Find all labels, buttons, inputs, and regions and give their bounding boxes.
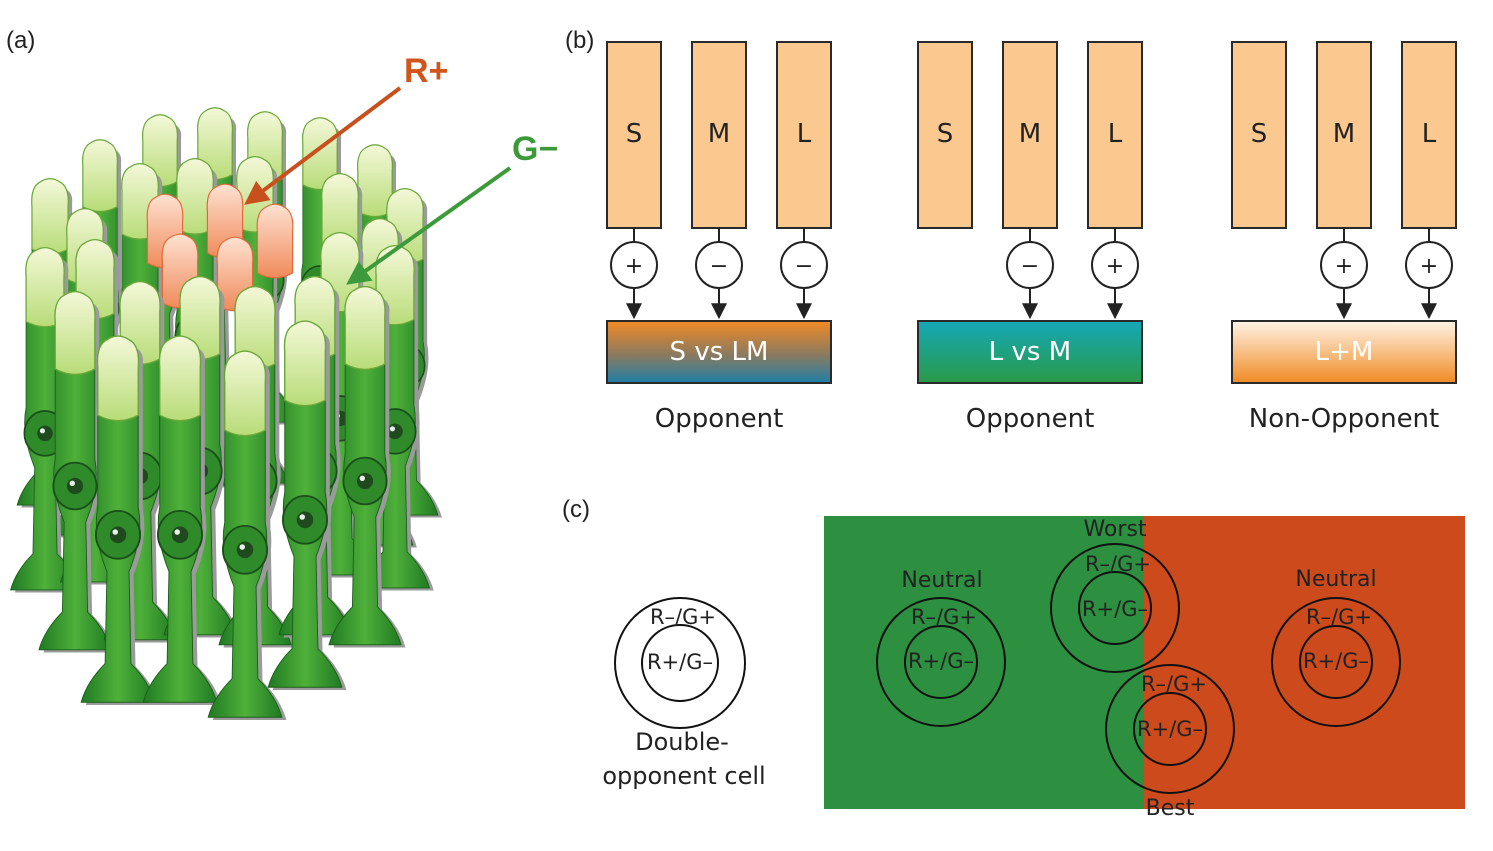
best-label: Best	[1146, 796, 1195, 821]
cone-l-box	[1401, 41, 1457, 229]
green-cone-cell	[328, 285, 406, 648]
double-opponent-cell-diagram: R–/G+ R+/G– Double- opponent cell	[602, 597, 766, 790]
channel-1: S + M − L − S vs LM Opponent	[606, 41, 832, 434]
green-cone-cell	[207, 350, 287, 720]
minus-sign: −	[710, 254, 728, 279]
cell-caption-line2: opponent cell	[602, 762, 765, 790]
panel-c-label: (c)	[562, 496, 590, 523]
plus-sign: +	[1420, 254, 1438, 279]
rf-outer-label: R–/G+	[911, 605, 977, 629]
channel-caption: Opponent	[966, 404, 1095, 434]
cone-m-box	[1002, 41, 1058, 229]
plus-sign: +	[1335, 254, 1353, 279]
cell-caption-line1: Double-	[635, 728, 729, 756]
panel-a-label: (a)	[6, 27, 35, 54]
cone-channels: S + M − L − S vs LM Opponent S M − L + L vs M Opponent…	[606, 41, 1457, 434]
green-cone-cell	[267, 320, 347, 690]
cone-l-box	[776, 41, 832, 229]
output-bar-label: S vs LM	[670, 337, 769, 367]
cone-s-label: S	[626, 119, 643, 149]
channel-2: S M − L + L vs M Opponent	[917, 41, 1143, 434]
green-cone-cell	[142, 335, 222, 705]
output-bar	[917, 320, 1143, 384]
neutral-right-label: Neutral	[1295, 567, 1376, 592]
rf-outer-label: R–/G+	[1306, 605, 1372, 629]
cone-m-box	[691, 41, 747, 229]
receptive-field-worst: Worst R–/G+ R+/G–	[1050, 517, 1180, 673]
rf-inner-label: R+/G–	[908, 649, 974, 673]
rf-inner-label: R+/G–	[1082, 597, 1148, 621]
cone-m-label: M	[1019, 119, 1041, 149]
green-cone-cell	[80, 335, 160, 705]
green-pointer-arrow	[346, 166, 512, 285]
receptive-field-neutral-right: Neutral R–/G+ R+/G–	[1271, 567, 1401, 727]
cone-l-label: L	[1422, 119, 1437, 149]
cone-s-box	[917, 41, 973, 229]
cell-inner-label: R+/G–	[647, 650, 713, 674]
channel-caption: Opponent	[655, 404, 784, 434]
output-bar-label: L+M	[1315, 337, 1374, 367]
cone-s-label: S	[1251, 119, 1268, 149]
rf-inner-ring	[1078, 571, 1152, 645]
panel-b: (b) S + M − L − S vs LM Opponent S M − L + L vs M Oppo…	[565, 27, 1457, 434]
rf-outer-ring	[876, 597, 1006, 727]
red-pointer-arrow	[244, 86, 402, 205]
rf-outer-label: R–/G+	[1141, 672, 1207, 696]
rf-outer-ring	[1050, 543, 1180, 673]
neutral-left-label: Neutral	[901, 568, 982, 593]
rf-inner-ring	[1133, 692, 1207, 766]
rf-inner-ring	[1299, 625, 1373, 699]
rf-inner-ring	[904, 625, 978, 699]
rf-outer-ring	[1105, 664, 1235, 794]
cell-outer-ring	[614, 597, 746, 729]
red-field	[1144, 516, 1465, 809]
rf-outer-label: R–/G+	[1085, 552, 1151, 576]
output-bar	[606, 320, 832, 384]
cone-m-label: M	[708, 119, 730, 149]
cone-m-label: M	[1333, 119, 1355, 149]
cell-outer-label: R–/G+	[650, 605, 716, 629]
receptive-field-neutral-left: Neutral R–/G+ R+/G–	[876, 568, 1006, 727]
channel-3: S M + L + L+M Non-Opponent	[1231, 41, 1457, 434]
rf-outer-ring	[1271, 597, 1401, 727]
output-bar-label: L vs M	[989, 337, 1071, 367]
cell-inner-ring	[641, 624, 719, 702]
minus-sign: −	[795, 254, 813, 279]
cone-s-box	[1231, 41, 1287, 229]
channel-caption: Non-Opponent	[1249, 404, 1439, 434]
output-bar	[1231, 320, 1457, 384]
rf-inner-label: R+/G–	[1137, 717, 1203, 741]
cone-l-label: L	[1108, 119, 1123, 149]
plus-sign: +	[1106, 254, 1124, 279]
panel-b-label: (b)	[565, 27, 594, 54]
green-surround-label: G−	[512, 130, 558, 168]
cone-mosaic-illustration	[10, 107, 442, 720]
cone-l-label: L	[797, 119, 812, 149]
panel-c: (c) R–/G+ R+/G– Double- opponent cell Ne…	[562, 496, 1465, 821]
red-center-label: R+	[404, 52, 448, 90]
panel-a: (a) R+ G−	[6, 27, 558, 720]
worst-label: Worst	[1083, 517, 1146, 542]
plus-sign: +	[625, 254, 643, 279]
receptive-field-best: R–/G+ R+/G– Best	[1105, 664, 1235, 821]
red-cone-cell	[256, 203, 294, 279]
cone-s-label: S	[937, 119, 954, 149]
rf-inner-label: R+/G–	[1303, 649, 1369, 673]
minus-sign: −	[1021, 254, 1039, 279]
